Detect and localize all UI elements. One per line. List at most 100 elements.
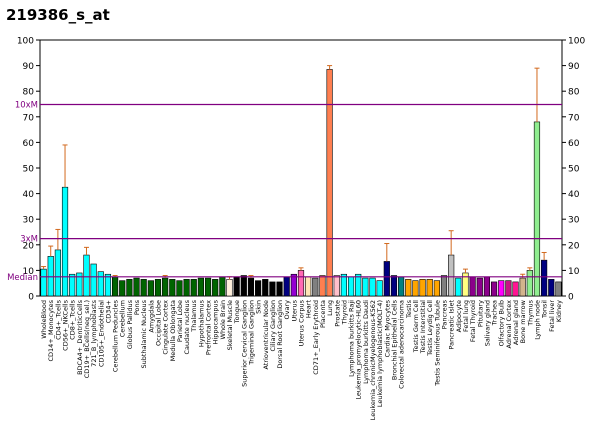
plot-frame	[39, 39, 563, 297]
x-label-58: Pancreatic Islet	[448, 300, 456, 350]
x-label-5: CD8+_Tcells	[69, 299, 77, 339]
x-label-26: Whole Brain	[219, 300, 227, 339]
x-label-52: Testis	[405, 299, 413, 319]
x-label-65: Olfactory Bulb	[498, 300, 506, 346]
x-label-12: Cerebellum	[119, 300, 127, 337]
x-label-29: Superior Cervical Ganglion	[240, 300, 248, 387]
y-tick-label-right: 90	[568, 62, 580, 72]
x-label-2: CD14+_Monocytes	[47, 299, 55, 361]
x-label-11: Cerebellum Peduncles	[112, 299, 120, 372]
x-label-49: Cardiac Myocytes	[383, 299, 391, 357]
bar-35	[283, 276, 290, 297]
x-label-22: Thalamus	[190, 299, 198, 332]
y-tick-label-right: 20	[568, 241, 580, 251]
y-tick-label-left: 80	[23, 88, 35, 98]
x-label-28: Tongue	[233, 300, 241, 324]
bar-29	[240, 275, 247, 297]
bar-58	[448, 254, 455, 297]
bar-65	[498, 280, 505, 297]
bar-18	[162, 277, 169, 297]
y-tick-label-left: 50	[23, 165, 35, 175]
x-label-68: Bone marrow	[519, 299, 527, 343]
x-labels-layer: WholeBlood CD14+_Monocytes CD4+_Tcells CD56…	[40, 299, 563, 420]
y-tick-label-left: 10	[23, 267, 35, 277]
bar-44	[347, 276, 355, 297]
x-label-44: Lymphoma burkitts Raji	[348, 300, 356, 377]
y-tick-label-left: 100	[17, 37, 34, 47]
x-label-33: Ciliary Ganglion	[269, 300, 277, 352]
reference-label-2: 3xM	[20, 235, 38, 245]
x-label-62: Pituitary	[476, 300, 484, 327]
x-label-48: Leukemia lymphoblastic(MOLT-4)	[376, 300, 384, 407]
x-label-27: Skeletal Muscle	[226, 300, 234, 350]
bar-15	[140, 279, 147, 297]
y-tick-label-left: 90	[23, 62, 35, 72]
x-label-55: Testis Leydig Cell	[426, 300, 434, 357]
bar-25	[212, 279, 219, 297]
y-tick-label-right: 100	[568, 37, 585, 47]
bar-42	[333, 275, 340, 297]
chart-title: 219386_s_at	[6, 6, 110, 24]
x-label-72: Fetal liver	[548, 300, 556, 332]
bar-17	[154, 279, 162, 297]
bar-3	[54, 249, 61, 297]
bar-68	[519, 277, 526, 297]
bar-10	[104, 273, 112, 297]
bar-69	[526, 270, 533, 297]
x-label-71: Tonsil	[541, 300, 549, 319]
reference-lines-layer: 10xM 3xM Median	[7, 101, 562, 283]
bar-52	[405, 279, 412, 297]
bar-46	[362, 277, 369, 297]
x-label-19: Medulla Oblongata	[169, 300, 177, 361]
bar-62	[476, 277, 483, 297]
bar-45	[355, 273, 362, 297]
bar-41	[326, 69, 333, 297]
bar-34	[276, 281, 283, 297]
y-tick-label-right: 80	[568, 88, 580, 98]
x-label-47: Leukemia_chronicMyelogenous-K562	[369, 300, 377, 420]
bar-37	[297, 270, 305, 297]
x-label-43: Thyroid	[340, 300, 348, 325]
x-label-63: Salivary gland	[483, 300, 491, 346]
y-tick-label-left: 40	[23, 190, 35, 200]
bar-7	[83, 254, 90, 297]
bar-8	[90, 263, 97, 297]
x-label-54: Testis Interstitial	[419, 300, 427, 354]
x-label-4: CD56+_NKCells	[62, 299, 70, 350]
x-label-6: BDCA4+_DentriticCells	[76, 299, 84, 375]
y-tick-label-right: 0	[568, 293, 574, 303]
bar-32	[262, 279, 269, 297]
bar-14	[133, 277, 140, 297]
x-label-23: Hypothalamus	[197, 299, 205, 347]
x-label-3: CD4+_Tcells	[54, 299, 62, 339]
bar-31	[255, 280, 262, 297]
bar-39	[312, 277, 319, 297]
y-tick-label-right: 40	[568, 190, 580, 200]
x-label-60: Fetal lung	[462, 300, 470, 332]
x-label-51: Colorectal adenocarcinoma	[398, 300, 406, 389]
bar-55	[426, 279, 433, 297]
y-tick-label-right: 30	[568, 216, 580, 226]
bar-57	[440, 275, 448, 297]
bar-24	[204, 277, 212, 297]
bar-19	[169, 279, 176, 297]
x-label-69: Thymus	[526, 299, 534, 326]
x-label-34: Dorsal Root Ganglion	[276, 300, 284, 369]
y-tick-label-right: 50	[568, 165, 580, 175]
x-label-17: Occipital Lobe	[154, 300, 162, 346]
bar-40	[319, 275, 326, 297]
x-label-10: CD34+	[104, 300, 112, 323]
bar-54	[419, 279, 426, 297]
bar-66	[505, 280, 512, 297]
x-label-38: Heart	[305, 300, 313, 319]
x-label-24: Prefrontal Cortex	[205, 300, 213, 355]
bar-28	[233, 276, 240, 297]
bar-64	[490, 281, 498, 297]
bar-16	[147, 280, 154, 297]
bars-layer	[40, 65, 562, 297]
y-tick-label-right: 70	[568, 113, 580, 123]
bar-21	[183, 279, 190, 297]
x-label-70: Lymph node	[533, 300, 541, 340]
bar-12	[119, 280, 126, 297]
